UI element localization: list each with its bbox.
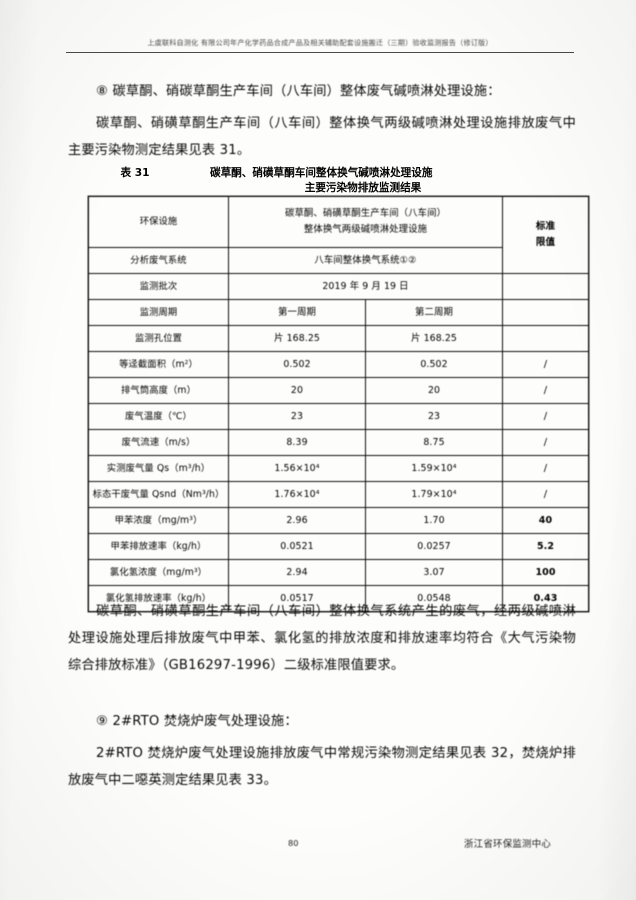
row-value-period1: 1.56×10⁴ <box>228 455 366 482</box>
table-row-facility: 环保设施 碳草酮、硝磺草酮生产车间（八车间） 整体换气两级碱喷淋处理设施 标准 … <box>88 196 590 274</box>
row-value-period2: 0.0257 <box>364 533 504 560</box>
row-value-period2: 3.07 <box>364 559 504 586</box>
row-limit: / <box>502 351 590 378</box>
section-8-marker: ⑧ <box>96 84 109 99</box>
row-limit: / <box>502 455 590 482</box>
limit-column-header: 标准 限值 <box>502 196 590 274</box>
row-value-period2: 第二周期 <box>364 299 504 326</box>
row-limit <box>502 273 590 300</box>
section-9-marker: ⑨ <box>96 714 109 729</box>
row-value-span: 八车间整体换气系统①② <box>227 247 504 274</box>
row-label: 废气流速（m/s） <box>88 429 229 456</box>
row-label: 监测周期 <box>88 299 229 326</box>
limit-header-line1: 标准 <box>535 221 556 232</box>
row-value-period2: 8.75 <box>364 429 504 456</box>
section-9-paragraph: 2#RTO 焚烧炉废气处理设施排放废气中常规污染物测定结果见表 32，焚烧炉排放… <box>68 746 576 788</box>
facility-value-line2: 整体换气两级碱喷淋处理设施 <box>303 224 428 235</box>
facility-label: 环保设施 <box>88 196 229 248</box>
row-value-period1: 23 <box>228 403 366 430</box>
row-value-period1: 20 <box>228 377 366 404</box>
row-value-period1: 0.0521 <box>228 533 366 560</box>
table-row: 监测批次 2019 年 9 月 19 日 <box>88 273 590 300</box>
row-value-period1: 8.39 <box>228 429 366 456</box>
row-limit <box>502 299 590 326</box>
table-row: 排气筒高度（m） 20 20 / <box>88 377 590 404</box>
row-label: 标态干废气量 Qsnd（Nm³/h） <box>88 481 229 508</box>
table-caption-text: 碳草酮、硝磺草酮车间整体换气碱喷淋处理设施 <box>210 167 433 179</box>
row-label: 分析废气系统 <box>88 247 229 274</box>
row-limit: / <box>502 377 590 404</box>
section-8-paragraph: 碳草酮、硝磺草酮生产车间（八车间）整体换气两级碱喷淋处理设施排放废气中主要污染物… <box>68 116 576 158</box>
table-row: 实测废气量 Qs（m³/h） 1.56×10⁴ 1.59×10⁴ / <box>88 455 590 482</box>
section-8-heading-text: 碳草酮、硝碳草酮生产车间（八车间）整体废气碱喷淋处理设施： <box>112 84 501 99</box>
table-row: 监测周期 第一周期 第二周期 <box>88 299 590 326</box>
table-row: 废气温度（℃） 23 23 / <box>88 403 590 430</box>
row-limit: 40 <box>502 507 590 534</box>
table-row: 氯化氢浓度（mg/m³） 2.94 3.07 100 <box>88 559 590 586</box>
row-value-period2: 1.70 <box>364 507 504 534</box>
row-limit: / <box>502 429 590 456</box>
limit-header-line2: 限值 <box>535 237 556 248</box>
monitoring-results-table: 环保设施 碳草酮、硝磺草酮生产车间（八车间） 整体换气两级碱喷淋处理设施 标准 … <box>88 196 590 612</box>
row-value-period2: 1.79×10⁴ <box>364 481 504 508</box>
table-caption-subtitle: 主要污染物排放监测结果 <box>304 182 422 194</box>
conclusion-paragraph: 碳草酮、硝磺草酮生产车间（八车间）整体换气系统产生的废气，经两级碱喷淋处理设施处… <box>68 604 576 673</box>
table-number: 表 31 <box>120 167 150 179</box>
table-row: 监测孔位置 片 168.25 片 168.25 <box>88 325 590 352</box>
row-limit: 100 <box>502 559 590 586</box>
section-8-heading: ⑧ 碳草酮、硝碳草酮生产车间（八车间）整体废气碱喷淋处理设施： <box>68 78 573 105</box>
table-row: 废气流速（m/s） 8.39 8.75 / <box>88 429 590 456</box>
table-row: 标态干废气量 Qsnd（Nm³/h） 1.76×10⁴ 1.79×10⁴ / <box>88 481 590 508</box>
section-9-heading: ⑨ 2#RTO 焚烧炉废气处理设施： <box>68 708 573 735</box>
running-header: 上虞联科自测化 有限公司年产化学药品合成产品及相关辅助配套设施搬迁（三期）验收监… <box>147 38 493 47</box>
facility-value: 碳草酮、硝磺草酮生产车间（八车间） 整体换气两级碱喷淋处理设施 <box>227 196 504 248</box>
row-label: 废气温度（℃） <box>88 403 229 430</box>
row-label: 甲苯排放速率（kg/h） <box>88 533 229 560</box>
section-9-heading-text: 2#RTO 焚烧炉废气处理设施： <box>112 714 298 729</box>
row-label: 等迳截面积（m²） <box>88 351 229 378</box>
page-content: 上虞联科自测化 有限公司年产化学药品合成产品及相关辅助配套设施搬迁（三期）验收监… <box>60 0 590 900</box>
row-label: 监测孔位置 <box>88 325 229 352</box>
row-value-period2: 20 <box>364 377 504 404</box>
row-value-period2: 23 <box>364 403 504 430</box>
row-value-period1: 0.502 <box>228 351 366 378</box>
row-value-period1: 片 168.25 <box>228 325 366 352</box>
row-limit: 5.2 <box>502 533 590 560</box>
table-caption: 表 31 碳草酮、硝磺草酮车间整体换气碱喷淋处理设施 主要污染物排放监测结果 <box>60 166 570 196</box>
footer-organization: 浙江省环保监测中心 <box>464 839 552 850</box>
row-value-period1: 2.94 <box>228 559 366 586</box>
row-label: 实测废气量 Qs（m³/h） <box>88 455 229 482</box>
row-limit: / <box>502 403 590 430</box>
row-value-span: 2019 年 9 月 19 日 <box>227 273 504 300</box>
header-rule <box>66 52 574 53</box>
row-label: 甲苯浓度（mg/m³） <box>88 507 229 534</box>
row-value-period1: 1.76×10⁴ <box>228 481 366 508</box>
table-caption-line1: 表 31 碳草酮、硝磺草酮车间整体换气碱喷淋处理设施 <box>60 166 570 181</box>
row-label: 氯化氢浓度（mg/m³） <box>88 559 229 586</box>
row-value-period2: 0.502 <box>364 351 504 378</box>
table-row: 甲苯浓度（mg/m³） 2.96 1.70 40 <box>88 507 590 534</box>
row-value-period1: 第一周期 <box>228 299 366 326</box>
table-row: 等迳截面积（m²） 0.502 0.502 / <box>88 351 590 378</box>
row-value-period2: 片 168.25 <box>364 325 504 352</box>
page-number: 80 <box>288 838 299 848</box>
row-limit <box>502 325 590 352</box>
table-row: 甲苯排放速率（kg/h） 0.0521 0.0257 5.2 <box>88 533 590 560</box>
facility-value-line1: 碳草酮、硝磺草酮生产车间（八车间） <box>284 208 447 219</box>
row-label: 排气筒高度（m） <box>88 377 229 404</box>
row-value-period2: 1.59×10⁴ <box>364 455 504 482</box>
row-limit: / <box>502 481 590 508</box>
row-value-period1: 2.96 <box>228 507 366 534</box>
row-label: 监测批次 <box>88 273 229 300</box>
